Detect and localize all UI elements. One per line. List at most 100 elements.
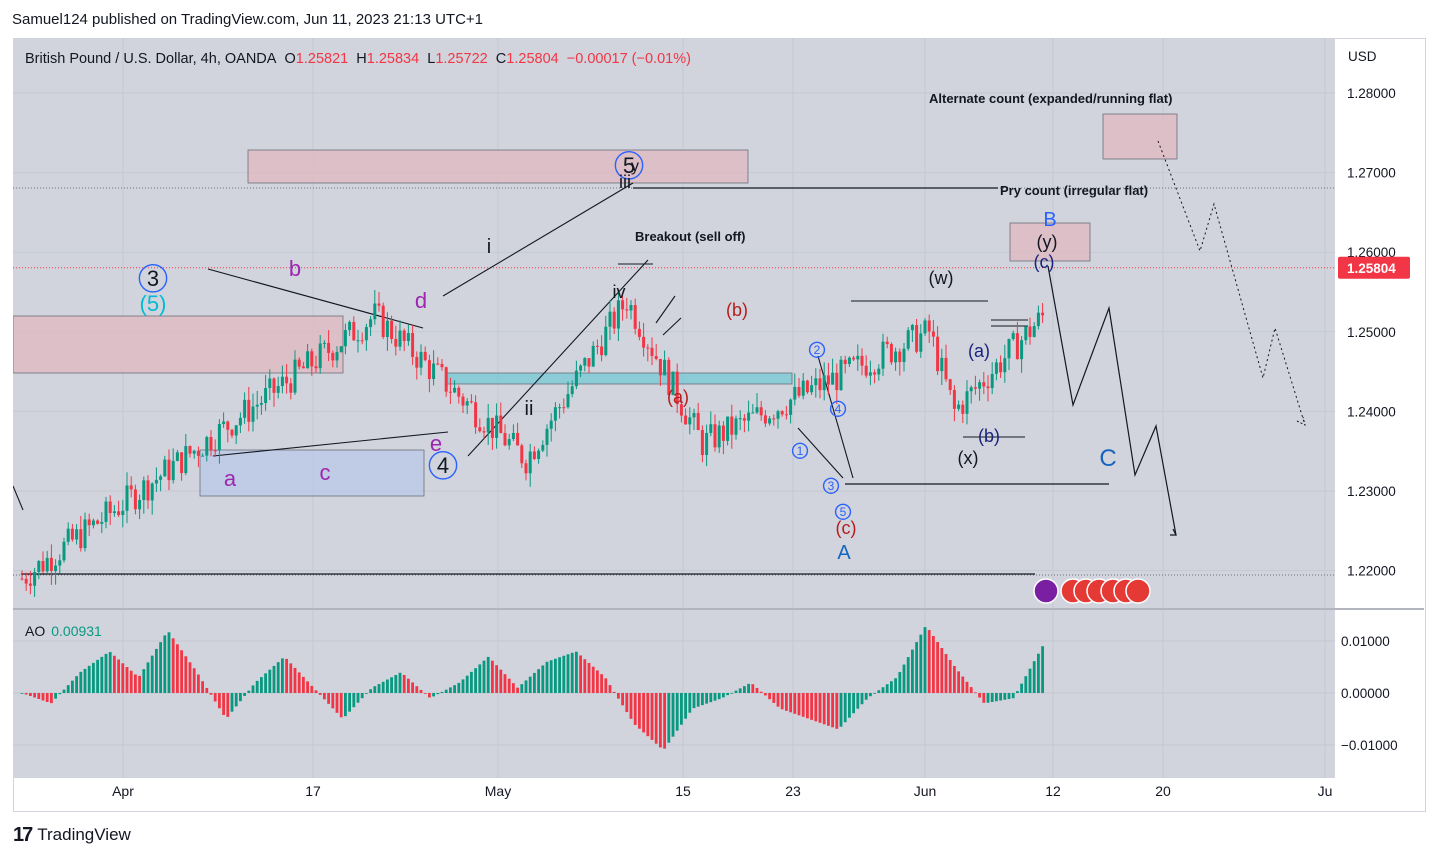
wave-label-3: d: [415, 288, 427, 313]
candle-body: [474, 402, 478, 428]
wave-label-7: 4: [437, 453, 449, 478]
candle: [373, 289, 377, 325]
ao-bar: [869, 693, 872, 697]
candle: [276, 376, 280, 399]
candle: [747, 400, 751, 432]
candle: [734, 415, 738, 440]
ao-bar: [717, 693, 721, 700]
candle: [150, 482, 154, 515]
ao-bar: [642, 693, 645, 733]
candle: [1036, 305, 1040, 330]
wave-circle: [822, 477, 840, 494]
wave-line-1: [797, 427, 844, 479]
ao-bar: [247, 690, 251, 693]
ao-bar: [583, 659, 587, 693]
candle-body: [268, 378, 272, 389]
candle-body: [537, 450, 541, 459]
ao-bar: [436, 693, 440, 695]
candle: [814, 368, 818, 398]
candle: [259, 395, 263, 415]
wave-label-9: y: [631, 158, 639, 175]
candle: [217, 419, 221, 464]
ao-bar: [226, 693, 230, 717]
candle: [667, 357, 671, 400]
candle: [541, 440, 545, 453]
candle-body: [390, 320, 394, 339]
candle: [58, 554, 62, 574]
ao-bar: [713, 693, 717, 701]
candle: [436, 357, 440, 366]
candle: [684, 408, 688, 425]
candle-body: [125, 485, 129, 511]
ao-bar: [814, 693, 818, 722]
ao-bar: [558, 657, 561, 693]
candle: [587, 358, 591, 373]
pane-separator[interactable]: [13, 608, 1424, 610]
ao-bar: [684, 693, 687, 719]
ao-bar: [705, 693, 708, 704]
high-label: H: [356, 51, 367, 67]
candle: [936, 326, 940, 376]
candle: [679, 400, 683, 423]
candle: [600, 335, 604, 362]
candle-body: [251, 406, 255, 422]
ao-bar: [730, 692, 734, 694]
candle: [768, 416, 772, 426]
ao-name: AO: [25, 623, 46, 639]
candle: [385, 312, 389, 351]
candle-body: [285, 376, 289, 384]
candle-body: [847, 357, 851, 364]
ao-bar: [71, 680, 74, 693]
candle-body: [663, 359, 667, 376]
ao-chart[interactable]: [13, 610, 1335, 778]
ao-tick-label: −0.01000: [1341, 738, 1398, 753]
candle-body: [835, 372, 839, 391]
ao-bar: [201, 681, 204, 693]
candle: [868, 360, 872, 386]
ao-bar: [747, 683, 750, 693]
price-axis[interactable]: 1.28000 1.27000 1.26000 1.25000 1.24000 1.230…: [1335, 38, 1424, 608]
candle-body: [600, 346, 604, 356]
candle-body: [104, 501, 108, 522]
ao-bar: [843, 693, 847, 723]
candle: [524, 459, 528, 481]
candle-body: [432, 363, 436, 380]
ao-bar: [927, 630, 931, 693]
ao-bar: [331, 693, 335, 709]
candle-body: [885, 341, 889, 345]
ao-bar: [680, 693, 683, 725]
ao-bar: [948, 659, 952, 693]
candle: [444, 366, 448, 397]
candle: [579, 364, 583, 378]
candle: [957, 400, 961, 412]
time-tick-label: 20: [1155, 783, 1171, 799]
ao-bar: [608, 685, 612, 693]
candle: [952, 385, 956, 422]
ao-axis[interactable]: 0.01000 0.00000 −0.01000: [1335, 610, 1424, 778]
candle: [944, 344, 948, 382]
candle: [675, 363, 679, 413]
wave-circle: [614, 150, 644, 180]
tradingview-logo[interactable]: 17 TradingView: [13, 824, 131, 846]
price-chart[interactable]: 3(5)bda ce45yiiiiivii(a)(b)(a)(b)(c)(w)(x…: [13, 38, 1335, 608]
candle: [784, 405, 788, 420]
ao-bar: [129, 670, 133, 693]
candle: [448, 377, 452, 405]
candle-body: [637, 328, 641, 337]
ao-bar: [696, 693, 700, 707]
candle-body: [293, 359, 297, 393]
candle: [364, 323, 368, 351]
candle: [331, 350, 335, 368]
candle: [1024, 325, 1028, 345]
candle: [192, 449, 196, 459]
time-axis[interactable]: Apr 17 May 15 23 Jun 12 20 Ju: [13, 778, 1424, 810]
candle-body: [717, 425, 721, 448]
candle-body: [621, 300, 625, 310]
candle: [520, 443, 524, 468]
ao-bar: [562, 655, 566, 693]
candle: [658, 358, 662, 386]
projection-path-main: [1047, 265, 1177, 536]
candle-body: [625, 309, 629, 311]
candle-body: [658, 358, 662, 376]
candle-body: [713, 424, 717, 448]
